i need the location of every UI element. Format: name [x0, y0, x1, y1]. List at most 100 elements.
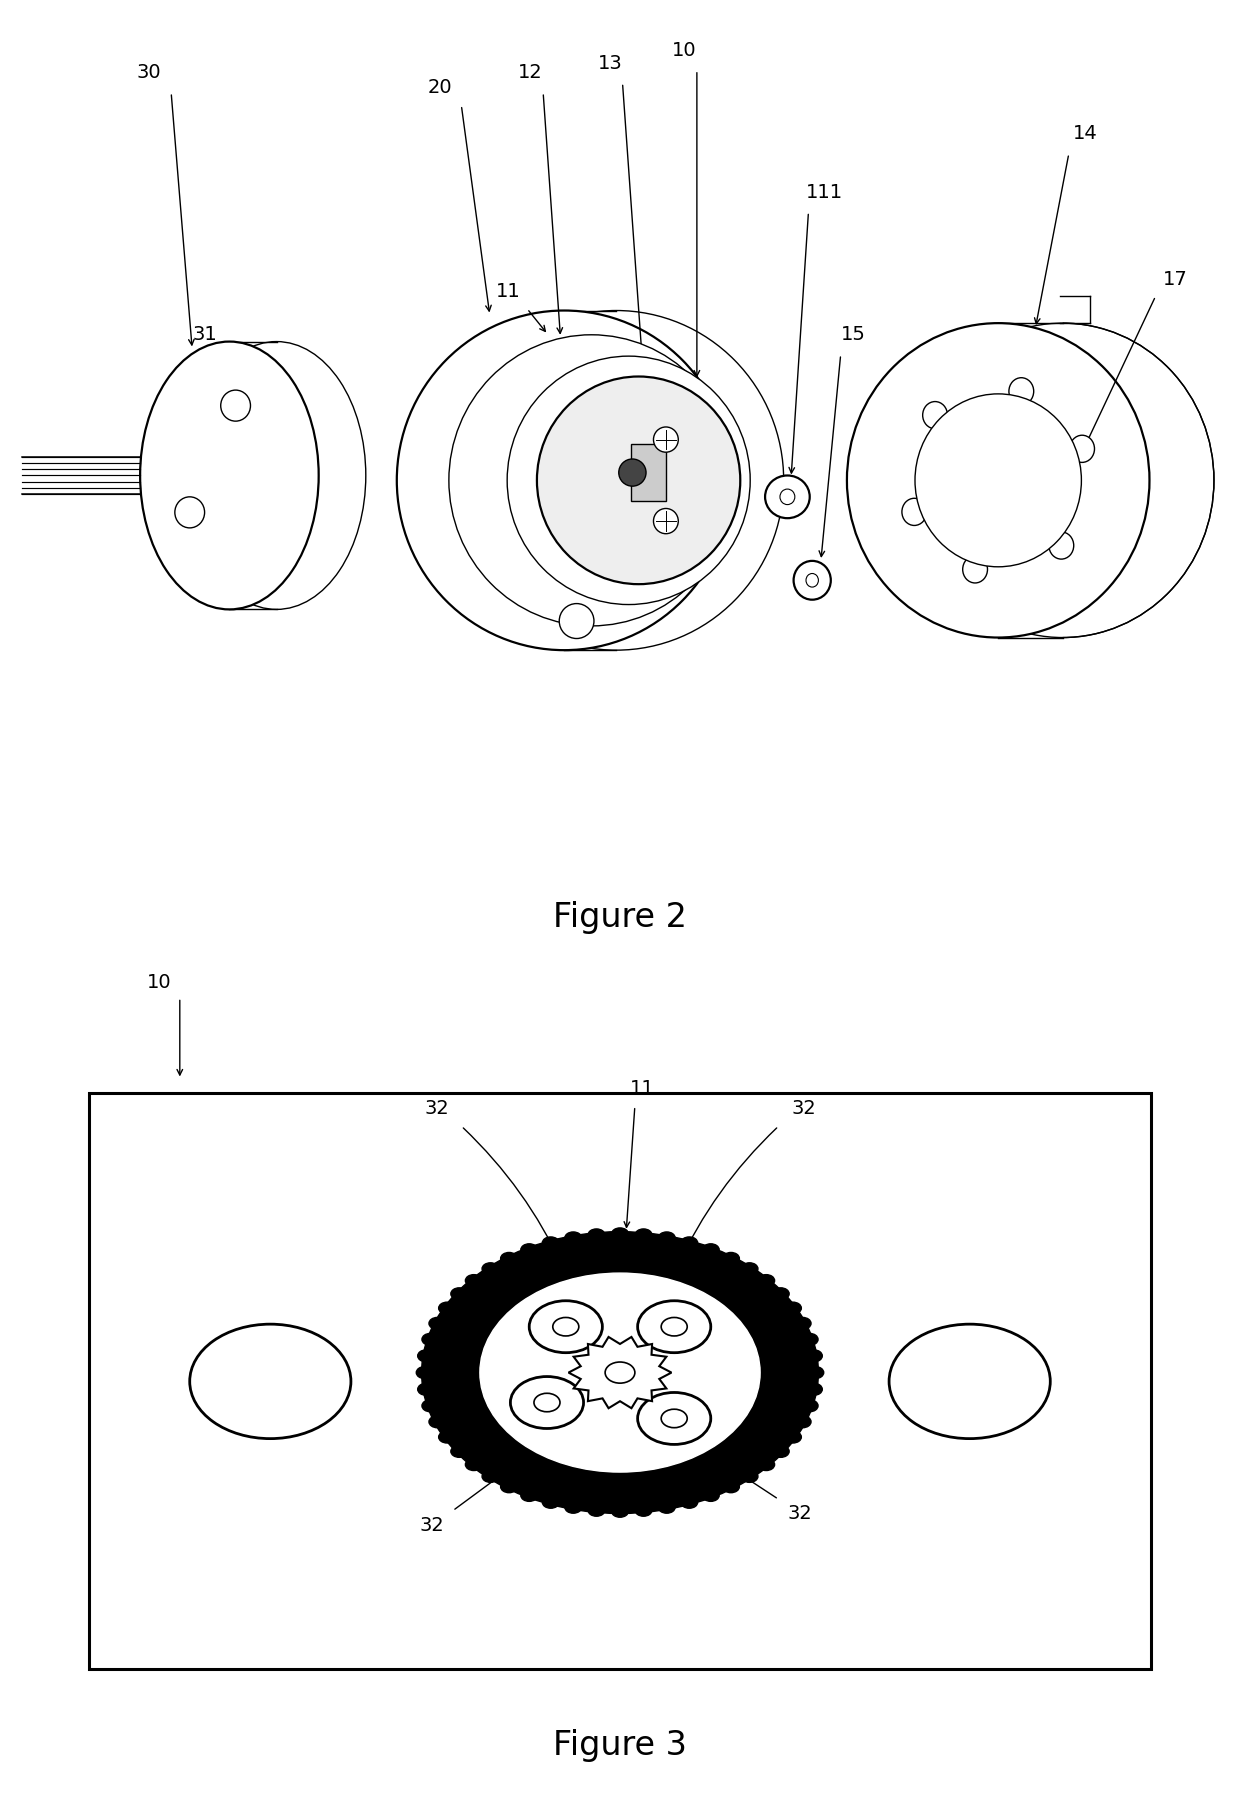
Circle shape: [702, 1244, 719, 1256]
Circle shape: [422, 1231, 818, 1513]
Text: 10: 10: [672, 41, 697, 59]
Circle shape: [521, 1490, 538, 1500]
Circle shape: [605, 1362, 635, 1384]
Circle shape: [889, 1324, 1050, 1439]
Circle shape: [758, 1459, 775, 1470]
Circle shape: [418, 1384, 434, 1394]
Circle shape: [439, 1430, 455, 1443]
Ellipse shape: [765, 476, 810, 518]
Text: 13: 13: [598, 54, 622, 72]
Text: 15: 15: [841, 325, 866, 345]
Circle shape: [529, 1301, 603, 1353]
Text: 111: 111: [806, 183, 843, 201]
Circle shape: [588, 1229, 605, 1242]
Ellipse shape: [537, 377, 740, 584]
Ellipse shape: [806, 573, 818, 588]
Circle shape: [417, 1366, 433, 1378]
Text: Figure 2: Figure 2: [553, 900, 687, 933]
Text: 11: 11: [630, 1078, 655, 1098]
Circle shape: [439, 1303, 455, 1314]
Circle shape: [190, 1324, 351, 1439]
Circle shape: [429, 1416, 446, 1429]
Circle shape: [785, 1303, 801, 1314]
Text: 14: 14: [1073, 124, 1097, 144]
Ellipse shape: [794, 561, 831, 600]
Circle shape: [661, 1317, 687, 1335]
Circle shape: [482, 1470, 498, 1483]
Circle shape: [588, 1504, 605, 1517]
Circle shape: [635, 1229, 652, 1242]
Circle shape: [480, 1272, 760, 1472]
Ellipse shape: [962, 555, 987, 582]
Text: 32: 32: [787, 1504, 812, 1524]
Text: 30: 30: [136, 63, 161, 83]
Text: 17: 17: [1163, 270, 1188, 289]
Ellipse shape: [507, 356, 750, 604]
Ellipse shape: [397, 311, 732, 651]
Text: 32: 32: [419, 1517, 444, 1535]
Circle shape: [806, 1384, 822, 1394]
Ellipse shape: [449, 334, 734, 625]
Circle shape: [794, 1317, 811, 1330]
Circle shape: [801, 1400, 818, 1412]
Text: 32: 32: [791, 1100, 816, 1118]
Circle shape: [611, 1506, 629, 1517]
Circle shape: [681, 1236, 698, 1249]
Text: 10: 10: [146, 972, 171, 992]
Circle shape: [658, 1233, 675, 1244]
Ellipse shape: [780, 489, 795, 505]
Circle shape: [637, 1301, 711, 1353]
Circle shape: [534, 1393, 560, 1412]
Circle shape: [451, 1288, 467, 1299]
Circle shape: [521, 1244, 538, 1256]
Circle shape: [702, 1490, 719, 1500]
Circle shape: [429, 1317, 446, 1330]
Circle shape: [542, 1497, 559, 1508]
Ellipse shape: [923, 401, 947, 429]
Circle shape: [501, 1481, 517, 1493]
Ellipse shape: [1049, 532, 1074, 559]
Ellipse shape: [187, 341, 366, 609]
Text: 11: 11: [496, 282, 521, 300]
Text: 20: 20: [428, 77, 453, 97]
Ellipse shape: [619, 458, 646, 487]
Circle shape: [742, 1263, 758, 1274]
Circle shape: [511, 1377, 584, 1429]
Circle shape: [661, 1409, 687, 1427]
Circle shape: [807, 1366, 823, 1378]
Circle shape: [422, 1333, 439, 1346]
Circle shape: [658, 1500, 675, 1513]
Ellipse shape: [901, 498, 926, 525]
Circle shape: [553, 1317, 579, 1335]
Circle shape: [742, 1470, 758, 1483]
Circle shape: [611, 1227, 629, 1240]
Circle shape: [465, 1459, 482, 1470]
Circle shape: [681, 1497, 698, 1508]
Circle shape: [482, 1263, 498, 1274]
Circle shape: [801, 1333, 818, 1346]
Ellipse shape: [653, 428, 678, 453]
Circle shape: [723, 1253, 739, 1265]
Ellipse shape: [140, 341, 319, 609]
Bar: [89, 1093, 1151, 1669]
Ellipse shape: [1070, 435, 1095, 462]
Text: 32: 32: [424, 1100, 449, 1118]
Ellipse shape: [221, 390, 250, 420]
Ellipse shape: [1009, 377, 1034, 404]
Ellipse shape: [449, 311, 784, 651]
Ellipse shape: [911, 323, 1214, 638]
Circle shape: [501, 1253, 517, 1265]
Circle shape: [422, 1400, 439, 1412]
Circle shape: [565, 1500, 582, 1513]
Circle shape: [465, 1274, 482, 1287]
Polygon shape: [568, 1337, 672, 1409]
Circle shape: [542, 1236, 559, 1249]
Circle shape: [565, 1233, 582, 1244]
Ellipse shape: [559, 604, 594, 638]
Circle shape: [758, 1274, 775, 1287]
Ellipse shape: [653, 509, 678, 534]
Circle shape: [637, 1393, 711, 1445]
Circle shape: [773, 1445, 789, 1457]
Circle shape: [418, 1350, 434, 1362]
Ellipse shape: [847, 323, 1149, 638]
